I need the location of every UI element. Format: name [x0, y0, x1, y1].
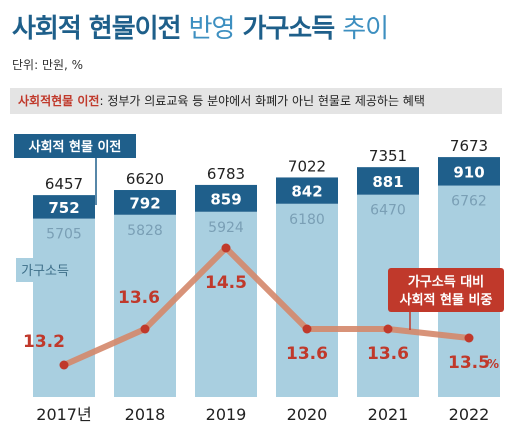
cash-value-label: 842 [291, 183, 322, 201]
title-part4: 추이 [342, 14, 389, 44]
title-part2: 반영 [188, 14, 236, 44]
income-value-label: 5828 [127, 223, 163, 239]
legend-ratio-label-line2: 사회적 현물 비중 [400, 292, 493, 308]
legend-cash-label: 사회적 현물 이전 [29, 139, 122, 155]
ratio-point [140, 324, 150, 334]
legend-ratio-box [388, 268, 504, 312]
ratio-label: 14.5 [205, 273, 247, 293]
x-tick-label: 2022 [449, 405, 490, 424]
cash-bar [276, 177, 338, 204]
cash-bar [33, 195, 95, 219]
total-label: 7022 [288, 157, 326, 175]
total-label: 6783 [207, 165, 245, 183]
income-bar [33, 218, 95, 397]
cash-bar [357, 167, 419, 195]
income-bar [276, 203, 338, 397]
cash-value-label: 752 [48, 199, 79, 217]
legend-cash-box [14, 134, 136, 158]
ratio-point [302, 324, 312, 334]
ratio-point [464, 333, 474, 343]
income-value-label: 5924 [208, 220, 244, 236]
x-tick-label: 2017년 [36, 405, 91, 424]
ratio-point [59, 360, 69, 370]
note-key: 사회적현물 이전 [18, 94, 100, 108]
legend-ratio-label-line1: 가구소득 대비 [408, 275, 484, 290]
total-label: 6620 [126, 170, 164, 188]
x-tick-label: 2018 [125, 405, 166, 424]
ratio-label: 13.6 [367, 344, 409, 364]
cash-bar [195, 184, 257, 212]
chart-title: 사회적 현물이전 반영 가구소득 추이 [12, 8, 389, 45]
cash-value-label: 910 [453, 163, 484, 181]
total-label: 6457 [45, 175, 83, 193]
cash-value-label: 859 [210, 190, 241, 208]
unit-label: 단위: 만원, % [12, 58, 84, 72]
note-text: : 정부가 의료교육 등 분야에서 화폐가 아닌 현물로 제공하는 혜택 [99, 94, 425, 108]
cash-value-label: 792 [129, 194, 160, 212]
ratio-point [221, 243, 231, 253]
x-tick-label: 2019 [206, 405, 247, 424]
title-part1: 사회적 현물이전 [12, 14, 181, 44]
income-value-label: 5705 [46, 227, 82, 243]
definition-note: 사회적현물 이전: 정부가 의료교육 등 분야에서 화폐가 아닌 현물로 제공하… [10, 88, 502, 114]
ratio-label: 13.6 [118, 288, 160, 308]
ratio-label: 13.5 [448, 353, 490, 373]
ratio-line [62, 245, 470, 368]
income-value-label: 6470 [370, 203, 406, 219]
x-tick-label: 2020 [287, 405, 328, 424]
total-label: 7673 [450, 137, 488, 155]
income-value-label: 6180 [289, 212, 325, 228]
ratio-label: 13.6 [286, 344, 328, 364]
cash-bar [438, 157, 500, 186]
cash-bar [114, 190, 176, 215]
ratio-point [383, 324, 393, 334]
cash-value-label: 881 [372, 173, 403, 191]
x-tick-label: 2021 [368, 405, 409, 424]
income-value-label: 6762 [451, 194, 487, 210]
legend-income-box [16, 258, 74, 282]
ratio-label: 13.2 [23, 332, 65, 352]
ratio-unit-label: % [487, 357, 499, 371]
title-part3: 가구소득 [242, 14, 335, 44]
total-label: 7351 [369, 147, 407, 165]
income-bar [195, 211, 257, 397]
legend-income-label: 가구소득 [21, 264, 69, 279]
